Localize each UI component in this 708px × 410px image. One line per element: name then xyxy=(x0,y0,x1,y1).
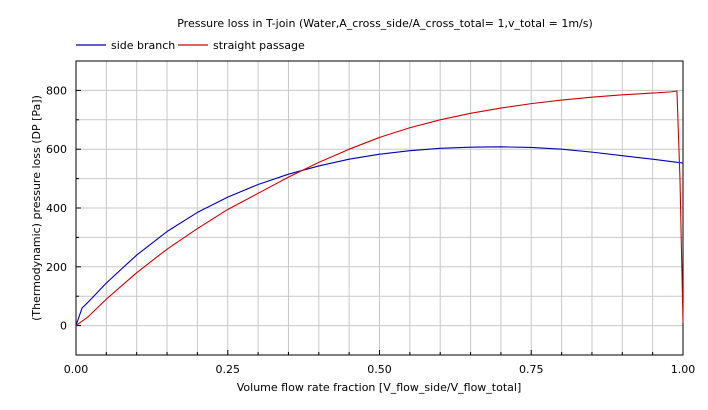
series-line-side-branch xyxy=(75,146,684,326)
y-tick-label: 800 xyxy=(46,84,67,97)
y-tick-label: 0 xyxy=(60,320,67,333)
x-tick-label: 0.75 xyxy=(519,363,544,376)
legend: side branch straight passage xyxy=(76,39,305,52)
chart-title: Pressure loss in T-join (Water,A_cross_s… xyxy=(177,17,593,30)
x-axis-label: Volume flow rate fraction [V_flow_side/V… xyxy=(237,381,522,394)
y-tick-label: 600 xyxy=(46,143,67,156)
y-tick-label: 200 xyxy=(46,261,67,274)
x-tick-label: 0.00 xyxy=(64,363,89,376)
x-tick-label: 1.00 xyxy=(671,363,696,376)
series-line-straight-passage xyxy=(75,90,684,327)
y-axis-label: (Thermodynamic) pressure loss (DP [Pa]) xyxy=(30,95,43,321)
series-lines xyxy=(75,90,684,327)
axis-ticks: 0.00 0.25 0.50 0.75 1.00 0 200 400 600 800 xyxy=(46,60,696,376)
y-tick-label: 400 xyxy=(46,202,67,215)
legend-label: straight passage xyxy=(213,39,305,52)
legend-label: side branch xyxy=(111,39,175,52)
x-tick-label: 0.25 xyxy=(216,363,241,376)
x-tick-label: 0.50 xyxy=(367,363,392,376)
grid xyxy=(76,61,683,355)
